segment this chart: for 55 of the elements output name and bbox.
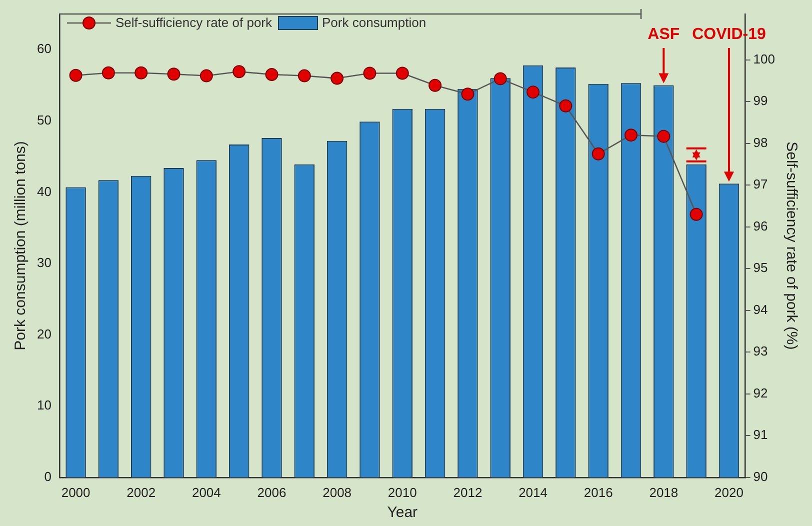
x-tick-label: 2018: [649, 484, 678, 500]
x-tick-label: 2004: [192, 484, 221, 500]
point: [200, 69, 213, 82]
y2-tick-label: 95: [753, 260, 768, 276]
point: [526, 86, 540, 99]
x-tick-label: 2020: [714, 484, 744, 500]
y-tick-label: 0: [44, 468, 52, 484]
point: [559, 99, 572, 112]
point: [657, 130, 670, 143]
point: [494, 72, 507, 86]
y2-tick-label: 90: [753, 468, 768, 484]
point: [690, 208, 703, 221]
x-axis-title: Year: [387, 504, 418, 522]
y-tick-label: 10: [36, 398, 52, 413]
y-tick-label: 60: [36, 41, 52, 56]
point: [428, 78, 442, 92]
y2-tick-label: 94: [753, 302, 768, 317]
point: [363, 66, 376, 80]
x-tick-label: 2012: [453, 484, 482, 500]
x-tick-label: 2000: [61, 484, 90, 500]
point: [232, 65, 246, 78]
y-tick-label: 50: [36, 112, 52, 128]
legend-label: Pork consumption: [322, 15, 426, 30]
y2-tick-label: 99: [753, 93, 768, 108]
point: [592, 147, 605, 160]
y2-tick-label: 98: [753, 134, 768, 150]
y2-tick-label: 93: [753, 344, 768, 359]
point: [265, 68, 278, 82]
x-tick-label: 2008: [322, 484, 352, 500]
y-tick-label: 30: [36, 255, 52, 270]
point: [624, 128, 638, 142]
y2-tick-label: 91: [753, 427, 768, 442]
point: [69, 68, 82, 82]
y2-axis-title: Self-sufficiency rate of pork (%): [782, 142, 800, 350]
x-tick-label: 2010: [388, 484, 417, 500]
point: [396, 66, 409, 80]
point: [134, 66, 148, 80]
y-tick-label: 40: [36, 184, 52, 199]
x-tick-label: 2002: [126, 484, 156, 500]
x-tick-label: 2014: [518, 484, 548, 500]
y2-tick-label: 97: [753, 176, 768, 192]
point: [461, 88, 474, 101]
point: [167, 68, 180, 81]
y-tick-label: 20: [36, 326, 52, 342]
y-axis-title: Pork consumption (million tons): [12, 141, 30, 350]
y2-tick-label: 96: [753, 218, 768, 234]
y2-tick-label: 92: [753, 385, 768, 400]
x-tick-label: 2006: [257, 484, 286, 500]
point: [298, 69, 311, 82]
annotation: ASF: [648, 26, 680, 44]
y2-tick-label: 100: [753, 52, 776, 66]
legend-label: Self-sufficiency rate of pork: [115, 15, 272, 30]
point: [102, 66, 115, 80]
x-tick-label: 2016: [584, 484, 613, 500]
point: [330, 72, 344, 85]
